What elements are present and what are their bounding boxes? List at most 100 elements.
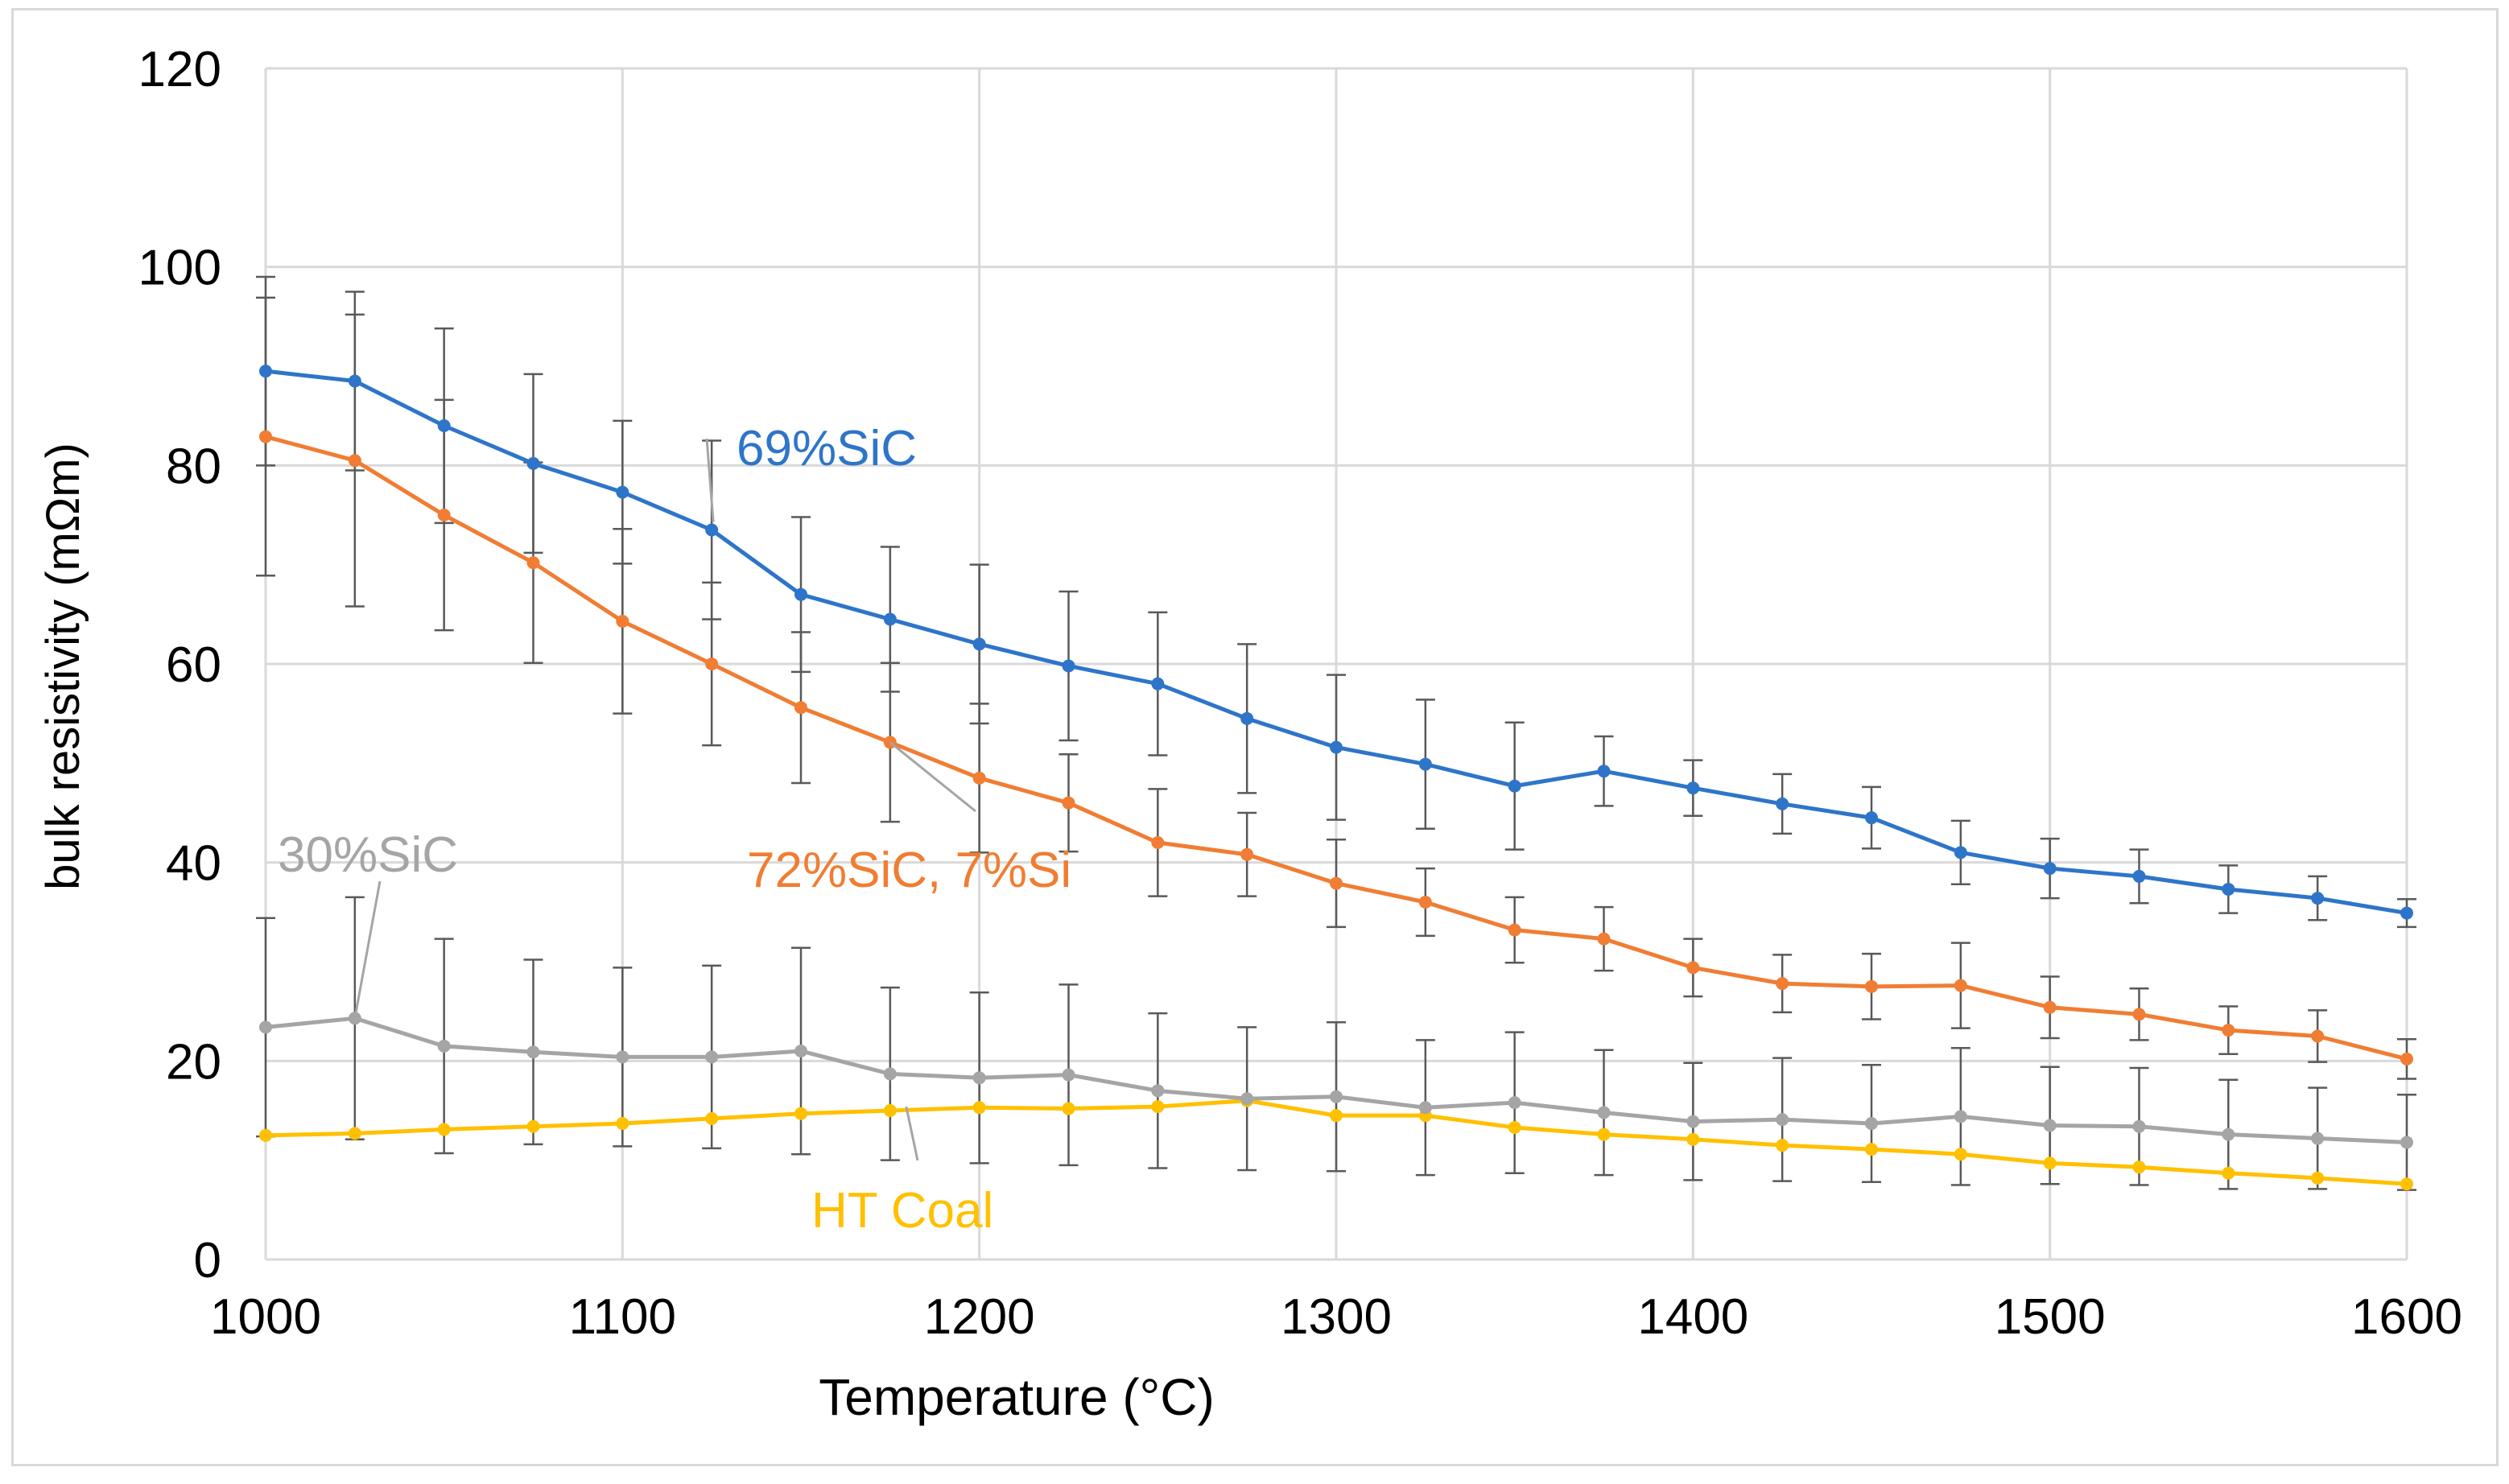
- data-point-69-sic: [794, 587, 807, 601]
- data-point-ht-coal: [794, 1107, 807, 1120]
- data-point-ht-coal: [259, 1128, 272, 1142]
- data-point-69-sic: [2222, 882, 2235, 896]
- annotation-label: 72%SiC, 7%Si: [747, 843, 1071, 898]
- annotation-label: 69%SiC: [737, 421, 917, 476]
- annotation-leader: [705, 438, 715, 522]
- data-point-30-sic: [1865, 1117, 1878, 1131]
- x-tick-label: 1100: [569, 1289, 676, 1345]
- data-point-69-sic: [2311, 892, 2325, 905]
- data-point-72-sic-7-si: [1330, 876, 1343, 890]
- data-point-69-sic: [1151, 677, 1165, 690]
- data-point-ht-coal: [883, 1104, 897, 1117]
- annotation-label: 30%SiC: [278, 827, 458, 883]
- data-point-30-sic: [1776, 1113, 1789, 1127]
- data-point-72-sic-7-si: [348, 454, 361, 468]
- data-point-72-sic-7-si: [616, 614, 629, 628]
- data-point-30-sic: [883, 1067, 897, 1081]
- y-tick-label: 0: [194, 1233, 221, 1288]
- data-point-ht-coal: [2400, 1177, 2413, 1191]
- data-point-69-sic: [2043, 862, 2057, 876]
- annotation-leader: [905, 1106, 919, 1161]
- data-point-ht-coal: [1597, 1127, 1611, 1141]
- data-point-ht-coal: [972, 1101, 986, 1115]
- data-point-72-sic-7-si: [2400, 1052, 2413, 1066]
- data-point-72-sic-7-si: [2222, 1024, 2235, 1037]
- data-point-30-sic: [2400, 1136, 2413, 1149]
- y-tick-label: 120: [138, 42, 221, 97]
- data-point-69-sic: [348, 374, 361, 388]
- data-point-30-sic: [437, 1039, 451, 1053]
- data-point-30-sic: [1062, 1068, 1075, 1082]
- annotation-label: HT Coal: [811, 1183, 993, 1239]
- data-point-30-sic: [794, 1045, 807, 1057]
- data-point-ht-coal: [1776, 1139, 1789, 1152]
- annotation-leader: [353, 880, 382, 1019]
- data-point-30-sic: [1954, 1110, 1967, 1123]
- data-point-72-sic-7-si: [2311, 1029, 2325, 1043]
- x-tick-label: 1200: [924, 1289, 1035, 1345]
- y-axis-title: bulk resistivity (mΩm): [37, 443, 89, 890]
- data-point-30-sic: [259, 1020, 272, 1034]
- data-point-72-sic-7-si: [259, 430, 272, 443]
- data-point-30-sic: [2311, 1132, 2325, 1145]
- data-point-69-sic: [526, 456, 540, 470]
- data-point-69-sic: [883, 612, 897, 626]
- data-point-69-sic: [1597, 765, 1611, 778]
- data-point-ht-coal: [1151, 1100, 1165, 1114]
- data-point-ht-coal: [705, 1111, 719, 1125]
- data-point-69-sic: [616, 485, 629, 499]
- data-point-69-sic: [1418, 757, 1432, 771]
- y-tick-label: 100: [138, 241, 221, 296]
- data-point-30-sic: [1240, 1092, 1254, 1106]
- annotations: 69%SiC 72%SiC, 7%Si 30%SiC HT Coal: [278, 421, 1071, 1239]
- x-tick-label: 1500: [1995, 1289, 2106, 1345]
- data-point-69-sic: [1062, 659, 1075, 673]
- data-point-ht-coal: [616, 1117, 629, 1131]
- data-point-72-sic-7-si: [1686, 961, 1700, 975]
- y-tick-label: 80: [166, 439, 221, 494]
- data-point-69-sic: [1240, 711, 1254, 725]
- series: [259, 365, 2413, 1191]
- y-tick-label: 60: [166, 637, 221, 693]
- data-point-69-sic: [1865, 811, 1878, 825]
- data-point-72-sic-7-si: [1865, 979, 1878, 993]
- data-point-ht-coal: [437, 1123, 451, 1136]
- data-point-69-sic: [705, 523, 719, 537]
- x-tick-label: 1000: [210, 1289, 321, 1345]
- axes: 0 20 40 60 80 100 120 1000 1100 1200 1300 1400 1500 1…: [138, 42, 2462, 1345]
- data-point-ht-coal: [1062, 1102, 1075, 1115]
- data-point-72-sic-7-si: [972, 771, 986, 785]
- data-point-72-sic-7-si: [1418, 896, 1432, 909]
- data-point-72-sic-7-si: [1597, 932, 1611, 946]
- chart-frame: [11, 8, 2499, 1466]
- data-point-30-sic: [705, 1050, 719, 1064]
- y-tick-label: 40: [166, 836, 221, 892]
- data-point-ht-coal: [2222, 1166, 2235, 1180]
- data-point-ht-coal: [1865, 1143, 1878, 1156]
- data-point-ht-coal: [1686, 1132, 1700, 1146]
- data-point-69-sic: [1954, 846, 1967, 859]
- data-point-69-sic: [1330, 740, 1343, 754]
- data-point-ht-coal: [1330, 1109, 1343, 1123]
- data-point-69-sic: [2400, 906, 2413, 920]
- data-point-ht-coal: [348, 1127, 361, 1140]
- data-point-69-sic: [259, 365, 272, 378]
- x-tick-label: 1600: [2351, 1289, 2462, 1345]
- data-point-ht-coal: [526, 1119, 540, 1133]
- x-axis-title: Temperature (°C): [819, 1368, 1215, 1426]
- data-point-30-sic: [2132, 1119, 2146, 1133]
- data-point-72-sic-7-si: [1954, 979, 1967, 992]
- data-point-69-sic: [1508, 779, 1521, 793]
- data-point-30-sic: [1330, 1090, 1343, 1103]
- data-point-72-sic-7-si: [705, 657, 719, 670]
- data-point-72-sic-7-si: [1240, 847, 1254, 861]
- data-point-ht-coal: [1954, 1148, 1967, 1161]
- data-point-30-sic: [1151, 1084, 1165, 1098]
- data-point-30-sic: [526, 1045, 540, 1059]
- data-point-ht-coal: [2311, 1171, 2325, 1185]
- data-point-72-sic-7-si: [2132, 1008, 2146, 1021]
- data-point-72-sic-7-si: [2043, 1000, 2057, 1014]
- data-point-30-sic: [1686, 1115, 1700, 1128]
- data-point-69-sic: [1686, 781, 1700, 795]
